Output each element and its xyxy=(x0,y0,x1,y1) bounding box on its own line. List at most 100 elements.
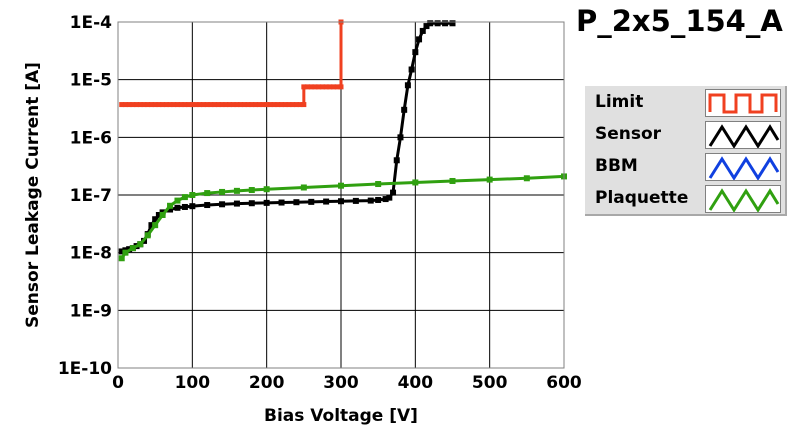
data-point-sensor xyxy=(419,27,426,34)
data-point-sensor xyxy=(308,198,315,205)
legend-item-sensor[interactable]: Sensor xyxy=(585,120,785,150)
data-point-sensor xyxy=(408,66,415,73)
data-point-limit xyxy=(152,102,158,108)
x-tick-label: 200 xyxy=(249,373,285,393)
data-point-limit xyxy=(319,84,325,90)
data-point-limit xyxy=(290,102,296,108)
data-point-plaquette xyxy=(181,194,188,201)
data-point-sensor xyxy=(278,199,285,206)
legend: Limit Sensor BBM Plaquette xyxy=(585,86,787,216)
data-point-limit xyxy=(200,102,206,108)
data-point-limit xyxy=(271,102,277,108)
data-point-limit xyxy=(148,102,154,108)
data-point-plaquette xyxy=(189,192,196,198)
data-point-sensor xyxy=(416,36,423,43)
data-point-sensor xyxy=(248,200,255,207)
data-point-limit xyxy=(297,102,303,108)
data-point-plaquette xyxy=(219,188,226,195)
data-point-plaquette xyxy=(159,211,166,218)
data-point-limit xyxy=(126,102,132,108)
legend-item-plaquette[interactable]: Plaquette xyxy=(585,184,785,214)
data-point-limit xyxy=(279,102,285,108)
data-point-limit xyxy=(245,102,251,108)
data-point-sensor xyxy=(386,194,393,201)
legend-label-plaquette: Plaquette xyxy=(595,188,689,208)
data-point-plaquette xyxy=(129,245,136,252)
data-point-sensor xyxy=(367,197,374,204)
data-point-plaquette xyxy=(300,184,307,191)
data-point-plaquette xyxy=(167,202,174,209)
data-point-limit xyxy=(267,102,273,108)
data-point-plaquette xyxy=(152,222,159,229)
data-point-limit xyxy=(156,102,162,108)
data-point-limit xyxy=(186,102,192,108)
data-point-plaquette xyxy=(338,182,344,189)
x-tick-label: 600 xyxy=(546,373,582,393)
data-point-sensor xyxy=(167,206,174,213)
data-point-limit xyxy=(182,102,188,108)
data-point-limit xyxy=(141,102,147,108)
data-point-limit xyxy=(308,84,314,90)
data-point-plaquette xyxy=(412,179,419,186)
data-point-plaquette xyxy=(248,187,255,194)
data-point-limit xyxy=(301,102,307,108)
data-point-sensor xyxy=(423,23,430,30)
chart-title: P_2x5_154_A xyxy=(576,4,783,38)
legend-swatch-bbm xyxy=(705,153,781,181)
data-point-sensor xyxy=(148,222,155,229)
data-point-sensor xyxy=(323,198,330,205)
data-point-limit xyxy=(178,102,184,108)
data-point-sensor xyxy=(174,204,181,211)
data-point-sensor xyxy=(390,189,397,196)
data-point-limit xyxy=(256,102,262,108)
y-tick-label: 1E-5 xyxy=(70,71,112,91)
data-point-limit xyxy=(197,102,203,108)
data-point-sensor xyxy=(427,20,434,27)
data-point-sensor xyxy=(397,134,404,141)
x-tick-label: 0 xyxy=(112,373,124,393)
legend-swatch-limit xyxy=(705,89,781,117)
data-point-plaquette xyxy=(263,186,270,193)
data-point-limit xyxy=(238,102,244,108)
data-point-sensor xyxy=(204,202,211,209)
data-point-sensor xyxy=(375,196,382,203)
data-point-plaquette xyxy=(144,232,151,239)
data-point-limit xyxy=(208,102,214,108)
data-point-sensor xyxy=(155,211,162,218)
data-point-plaquette xyxy=(204,190,211,197)
data-point-sensor xyxy=(233,200,240,207)
data-point-plaquette xyxy=(375,181,382,188)
y-tick-label: 1E-7 xyxy=(70,186,112,206)
legend-label-bbm: BBM xyxy=(595,156,638,176)
data-point-sensor xyxy=(352,197,359,204)
data-point-sensor xyxy=(263,199,270,206)
data-point-limit xyxy=(119,102,125,108)
y-tick-label: 1E-10 xyxy=(58,359,112,379)
data-point-limit xyxy=(189,102,195,108)
data-point-sensor xyxy=(181,203,188,210)
legend-item-limit[interactable]: Limit xyxy=(585,88,785,118)
x-axis-title: Bias Voltage [V] xyxy=(264,406,418,426)
data-point-limit xyxy=(323,84,329,90)
legend-item-bbm[interactable]: BBM xyxy=(585,152,785,182)
data-point-limit xyxy=(130,102,136,108)
legend-swatch-bbm-line xyxy=(708,156,780,180)
data-point-limit xyxy=(241,102,247,108)
data-point-limit xyxy=(249,102,255,108)
data-point-plaquette xyxy=(233,187,240,194)
data-point-limit xyxy=(212,102,218,108)
x-tick-label: 500 xyxy=(472,373,508,393)
data-point-limit xyxy=(301,84,307,90)
data-point-limit xyxy=(137,102,143,108)
data-point-plaquette xyxy=(174,197,181,204)
data-point-limit xyxy=(234,102,240,108)
data-point-limit xyxy=(312,84,318,90)
data-point-limit xyxy=(204,102,210,108)
data-point-limit xyxy=(160,102,166,108)
x-tick-labels: 0 100 200 300 400 500 600 xyxy=(112,373,582,393)
data-point-sensor xyxy=(412,49,419,56)
data-point-sensor xyxy=(434,20,441,27)
data-point-limit xyxy=(331,84,337,90)
